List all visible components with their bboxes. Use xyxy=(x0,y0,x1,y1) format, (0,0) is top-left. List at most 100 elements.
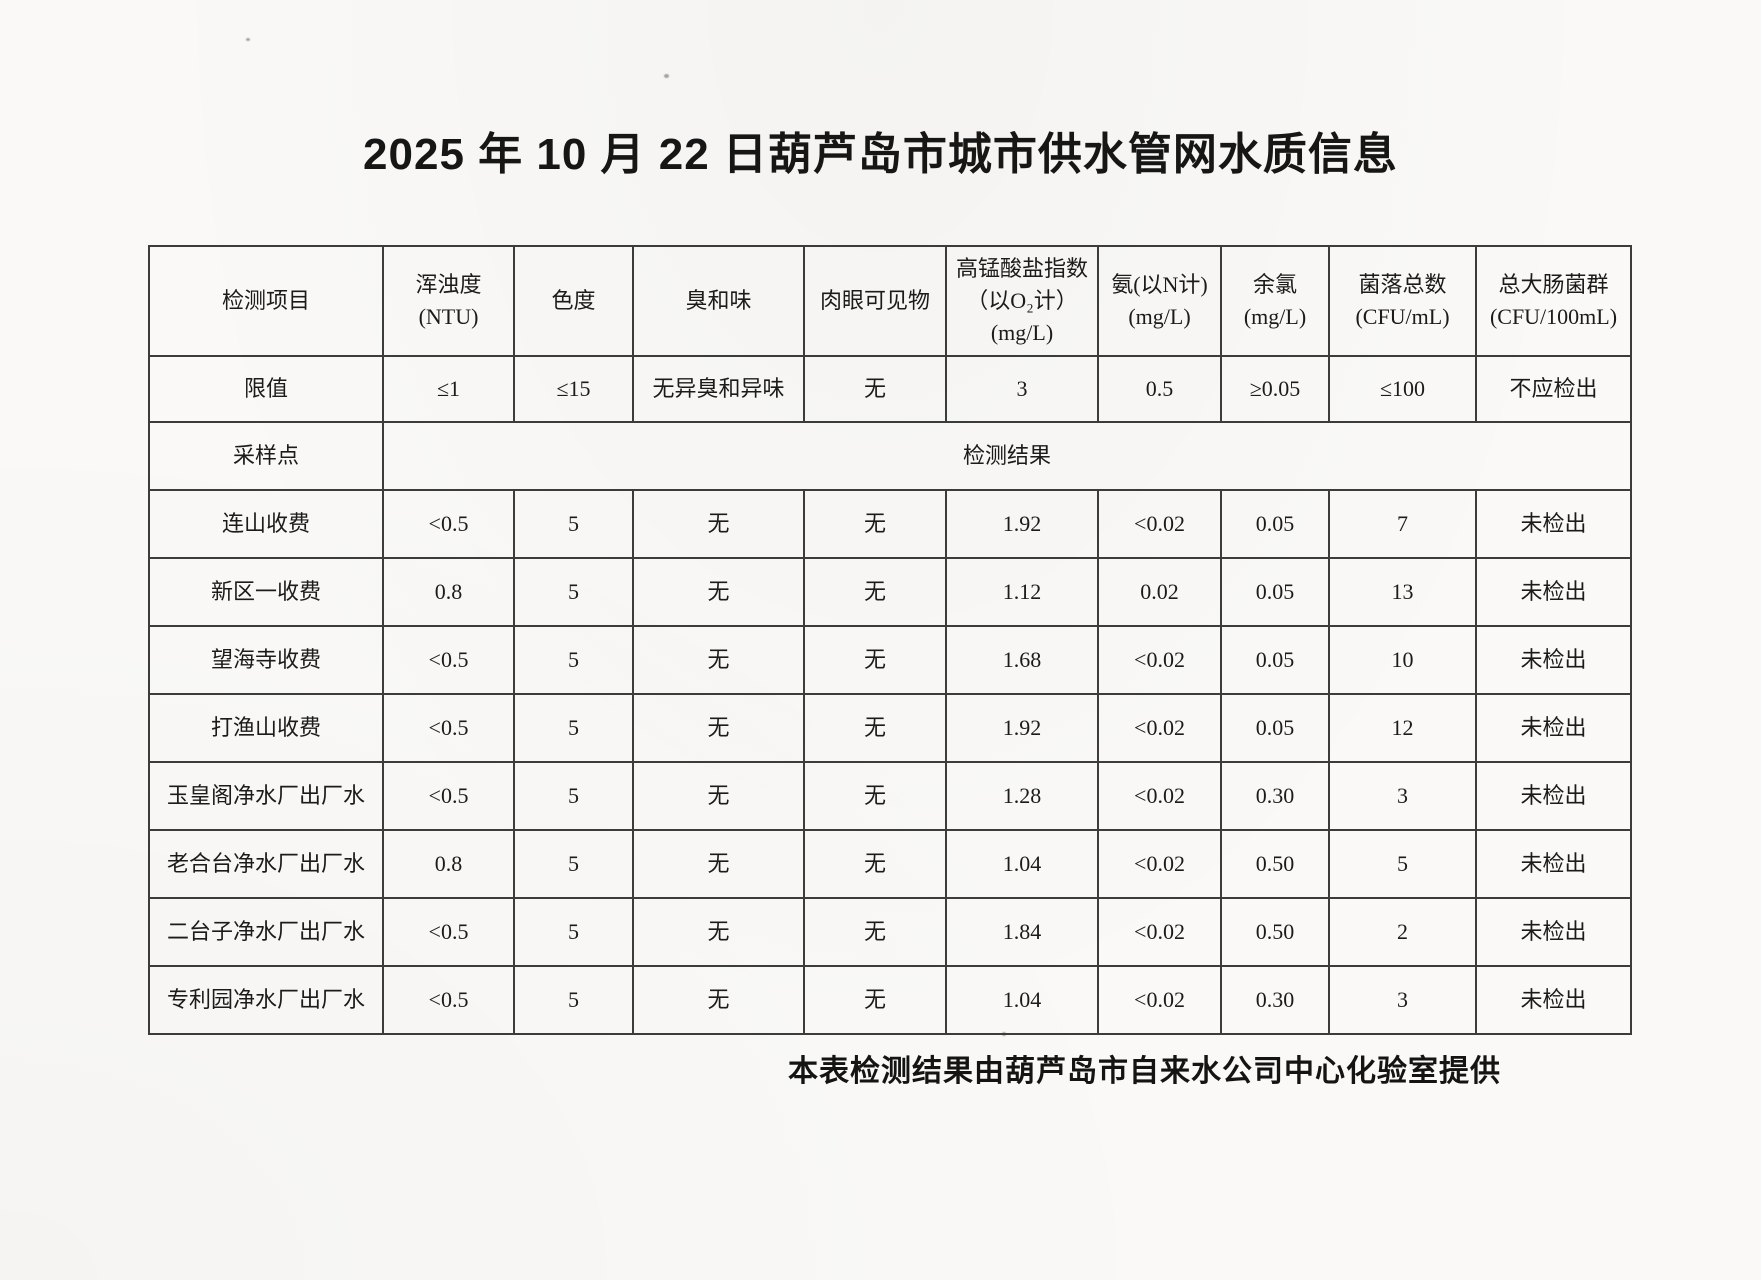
limit-value: 3 xyxy=(945,355,1099,423)
value-cell: <0.5 xyxy=(382,693,515,763)
column-header-odor: 臭和味 xyxy=(632,245,805,357)
value-cell: 5 xyxy=(513,625,634,695)
column-header-colony: 菌落总数 (CFU/mL) xyxy=(1328,245,1477,357)
value-cell: 无 xyxy=(803,897,947,967)
value-cell: <0.02 xyxy=(1097,489,1222,559)
value-cell: 无 xyxy=(803,625,947,695)
value-cell: <0.5 xyxy=(382,761,515,831)
table-row: 玉皇阁净水厂出厂水 <0.5 5 无 无 1.28 <0.02 0.30 3 未… xyxy=(148,761,1632,831)
value-cell: 无 xyxy=(632,829,805,899)
site-cell: 望海寺收费 xyxy=(148,625,384,695)
table-row: 连山收费 <0.5 5 无 无 1.92 <0.02 0.05 7 未检出 xyxy=(148,489,1632,559)
table-row: 新区一收费 0.8 5 无 无 1.12 0.02 0.05 13 未检出 xyxy=(148,557,1632,627)
limit-value: ≤100 xyxy=(1328,355,1477,423)
table-row: 老合台净水厂出厂水 0.8 5 无 无 1.04 <0.02 0.50 5 未检… xyxy=(148,829,1632,899)
value-cell: 0.50 xyxy=(1220,897,1330,967)
value-cell: 无 xyxy=(803,965,947,1035)
value-cell: 未检出 xyxy=(1475,897,1632,967)
value-cell: 未检出 xyxy=(1475,829,1632,899)
value-cell: 5 xyxy=(1328,829,1477,899)
water-quality-table: 检测项目 浑浊度(NTU) 色度 臭和味 肉眼可见物 高锰酸盐指数 （以O₂计）… xyxy=(148,245,1632,1035)
value-cell: 5 xyxy=(513,897,634,967)
scan-speck xyxy=(664,74,669,78)
table-row: 二台子净水厂出厂水 <0.5 5 无 无 1.84 <0.02 0.50 2 未… xyxy=(148,897,1632,967)
column-header-permanganate: 高锰酸盐指数 （以O₂计） (mg/L) xyxy=(945,245,1099,357)
source-note: 本表检测结果由葫芦岛市自来水公司中心化验室提供 xyxy=(788,1055,1501,1088)
value-cell: 1.92 xyxy=(945,489,1099,559)
value-cell: 5 xyxy=(513,693,634,763)
value-cell: 未检出 xyxy=(1475,557,1632,627)
value-cell: 未检出 xyxy=(1475,625,1632,695)
value-cell: 0.30 xyxy=(1220,965,1330,1035)
site-cell: 玉皇阁净水厂出厂水 xyxy=(148,761,384,831)
value-cell: 无 xyxy=(803,489,947,559)
value-cell: 无 xyxy=(803,693,947,763)
results-merged-label: 检测结果 xyxy=(382,421,1632,491)
limit-row-label: 限值 xyxy=(148,355,384,423)
value-cell: 10 xyxy=(1328,625,1477,695)
value-cell: 0.8 xyxy=(382,557,515,627)
site-cell: 老合台净水厂出厂水 xyxy=(148,829,384,899)
value-cell: <0.02 xyxy=(1097,625,1222,695)
value-cell: 1.68 xyxy=(945,625,1099,695)
value-cell: <0.5 xyxy=(382,897,515,967)
results-body: 限值 ≤1 ≤15 无异臭和异味 无 3 0.5 ≥0.05 ≤100 不应检出… xyxy=(148,355,1632,1035)
limit-row: 限值 ≤1 ≤15 无异臭和异味 无 3 0.5 ≥0.05 ≤100 不应检出 xyxy=(148,355,1632,423)
value-cell: 3 xyxy=(1328,761,1477,831)
value-cell: 13 xyxy=(1328,557,1477,627)
value-cell: 5 xyxy=(513,557,634,627)
value-cell: <0.02 xyxy=(1097,965,1222,1035)
value-cell: <0.02 xyxy=(1097,761,1222,831)
column-header-turbidity: 浑浊度(NTU) xyxy=(382,245,515,357)
limit-value: ≥0.05 xyxy=(1220,355,1330,423)
value-cell: 未检出 xyxy=(1475,489,1632,559)
value-cell: <0.5 xyxy=(382,625,515,695)
column-header-ammonia: 氨(以N计) (mg/L) xyxy=(1097,245,1222,357)
limit-value: 无异臭和异味 xyxy=(632,355,805,423)
value-cell: 无 xyxy=(632,965,805,1035)
scan-speck xyxy=(246,38,250,41)
table-row: 打渔山收费 <0.5 5 无 无 1.92 <0.02 0.05 12 未检出 xyxy=(148,693,1632,763)
value-cell: 5 xyxy=(513,489,634,559)
value-cell: 无 xyxy=(803,557,947,627)
value-cell: 无 xyxy=(632,761,805,831)
table-row: 专利园净水厂出厂水 <0.5 5 无 无 1.04 <0.02 0.30 3 未… xyxy=(148,965,1632,1035)
site-cell: 连山收费 xyxy=(148,489,384,559)
column-header-color: 色度 xyxy=(513,245,634,357)
column-header-coliform: 总大肠菌群 (CFU/100mL) xyxy=(1475,245,1632,357)
limit-value: ≤15 xyxy=(513,355,634,423)
value-cell: 1.28 xyxy=(945,761,1099,831)
sampling-point-row: 采样点 检测结果 xyxy=(148,421,1632,491)
value-cell: <0.02 xyxy=(1097,693,1222,763)
value-cell: 未检出 xyxy=(1475,761,1632,831)
value-cell: <0.02 xyxy=(1097,829,1222,899)
value-cell: 无 xyxy=(632,557,805,627)
value-cell: 12 xyxy=(1328,693,1477,763)
site-cell: 打渔山收费 xyxy=(148,693,384,763)
value-cell: 0.05 xyxy=(1220,489,1330,559)
value-cell: 5 xyxy=(513,965,634,1035)
limit-value: 无 xyxy=(803,355,947,423)
value-cell: 1.84 xyxy=(945,897,1099,967)
value-cell: 未检出 xyxy=(1475,693,1632,763)
column-header-chlorine: 余氯 (mg/L) xyxy=(1220,245,1330,357)
site-cell: 二台子净水厂出厂水 xyxy=(148,897,384,967)
value-cell: <0.5 xyxy=(382,489,515,559)
limit-value: 0.5 xyxy=(1097,355,1222,423)
value-cell: 无 xyxy=(803,829,947,899)
value-cell: 0.05 xyxy=(1220,625,1330,695)
sampling-point-label: 采样点 xyxy=(148,421,384,491)
limit-value: ≤1 xyxy=(382,355,515,423)
value-cell: 5 xyxy=(513,829,634,899)
value-cell: 无 xyxy=(803,761,947,831)
site-cell: 新区一收费 xyxy=(148,557,384,627)
value-cell: 1.04 xyxy=(945,965,1099,1035)
value-cell: 0.30 xyxy=(1220,761,1330,831)
value-cell: 0.50 xyxy=(1220,829,1330,899)
value-cell: 2 xyxy=(1328,897,1477,967)
value-cell: 0.05 xyxy=(1220,693,1330,763)
value-cell: 0.02 xyxy=(1097,557,1222,627)
value-cell: 1.12 xyxy=(945,557,1099,627)
column-header-item: 检测项目 xyxy=(148,245,384,357)
value-cell: 7 xyxy=(1328,489,1477,559)
